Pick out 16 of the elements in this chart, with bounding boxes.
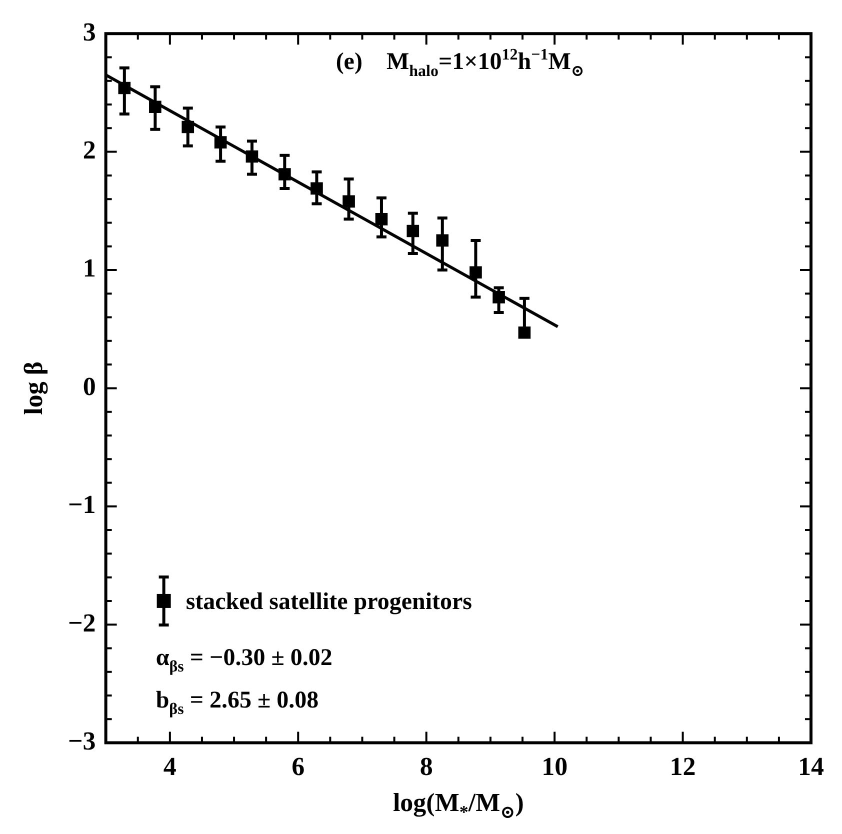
y-tick-label: −2	[68, 608, 96, 638]
y-axis-title: log β	[19, 361, 48, 415]
y-tick-label: −1	[68, 490, 96, 520]
x-tick-label: 14	[798, 752, 824, 782]
legend-label: stacked satellite progenitors	[186, 588, 472, 615]
x-tick-label: 6	[292, 752, 305, 782]
y-tick-label: 0	[82, 372, 96, 401]
y-tick-label: 3	[82, 17, 96, 46]
x-tick-label: 10	[542, 752, 568, 782]
x-tick-label: 4	[163, 752, 176, 782]
y-tick-label: 1	[82, 254, 96, 283]
x-axis-title: log(M*/M⊙)	[392, 788, 524, 822]
x-tick-label: 12	[670, 752, 696, 782]
x-tick-label: 8	[420, 752, 433, 782]
y-tick-label: 2	[82, 136, 96, 165]
y-tick-label: −3	[68, 726, 96, 756]
